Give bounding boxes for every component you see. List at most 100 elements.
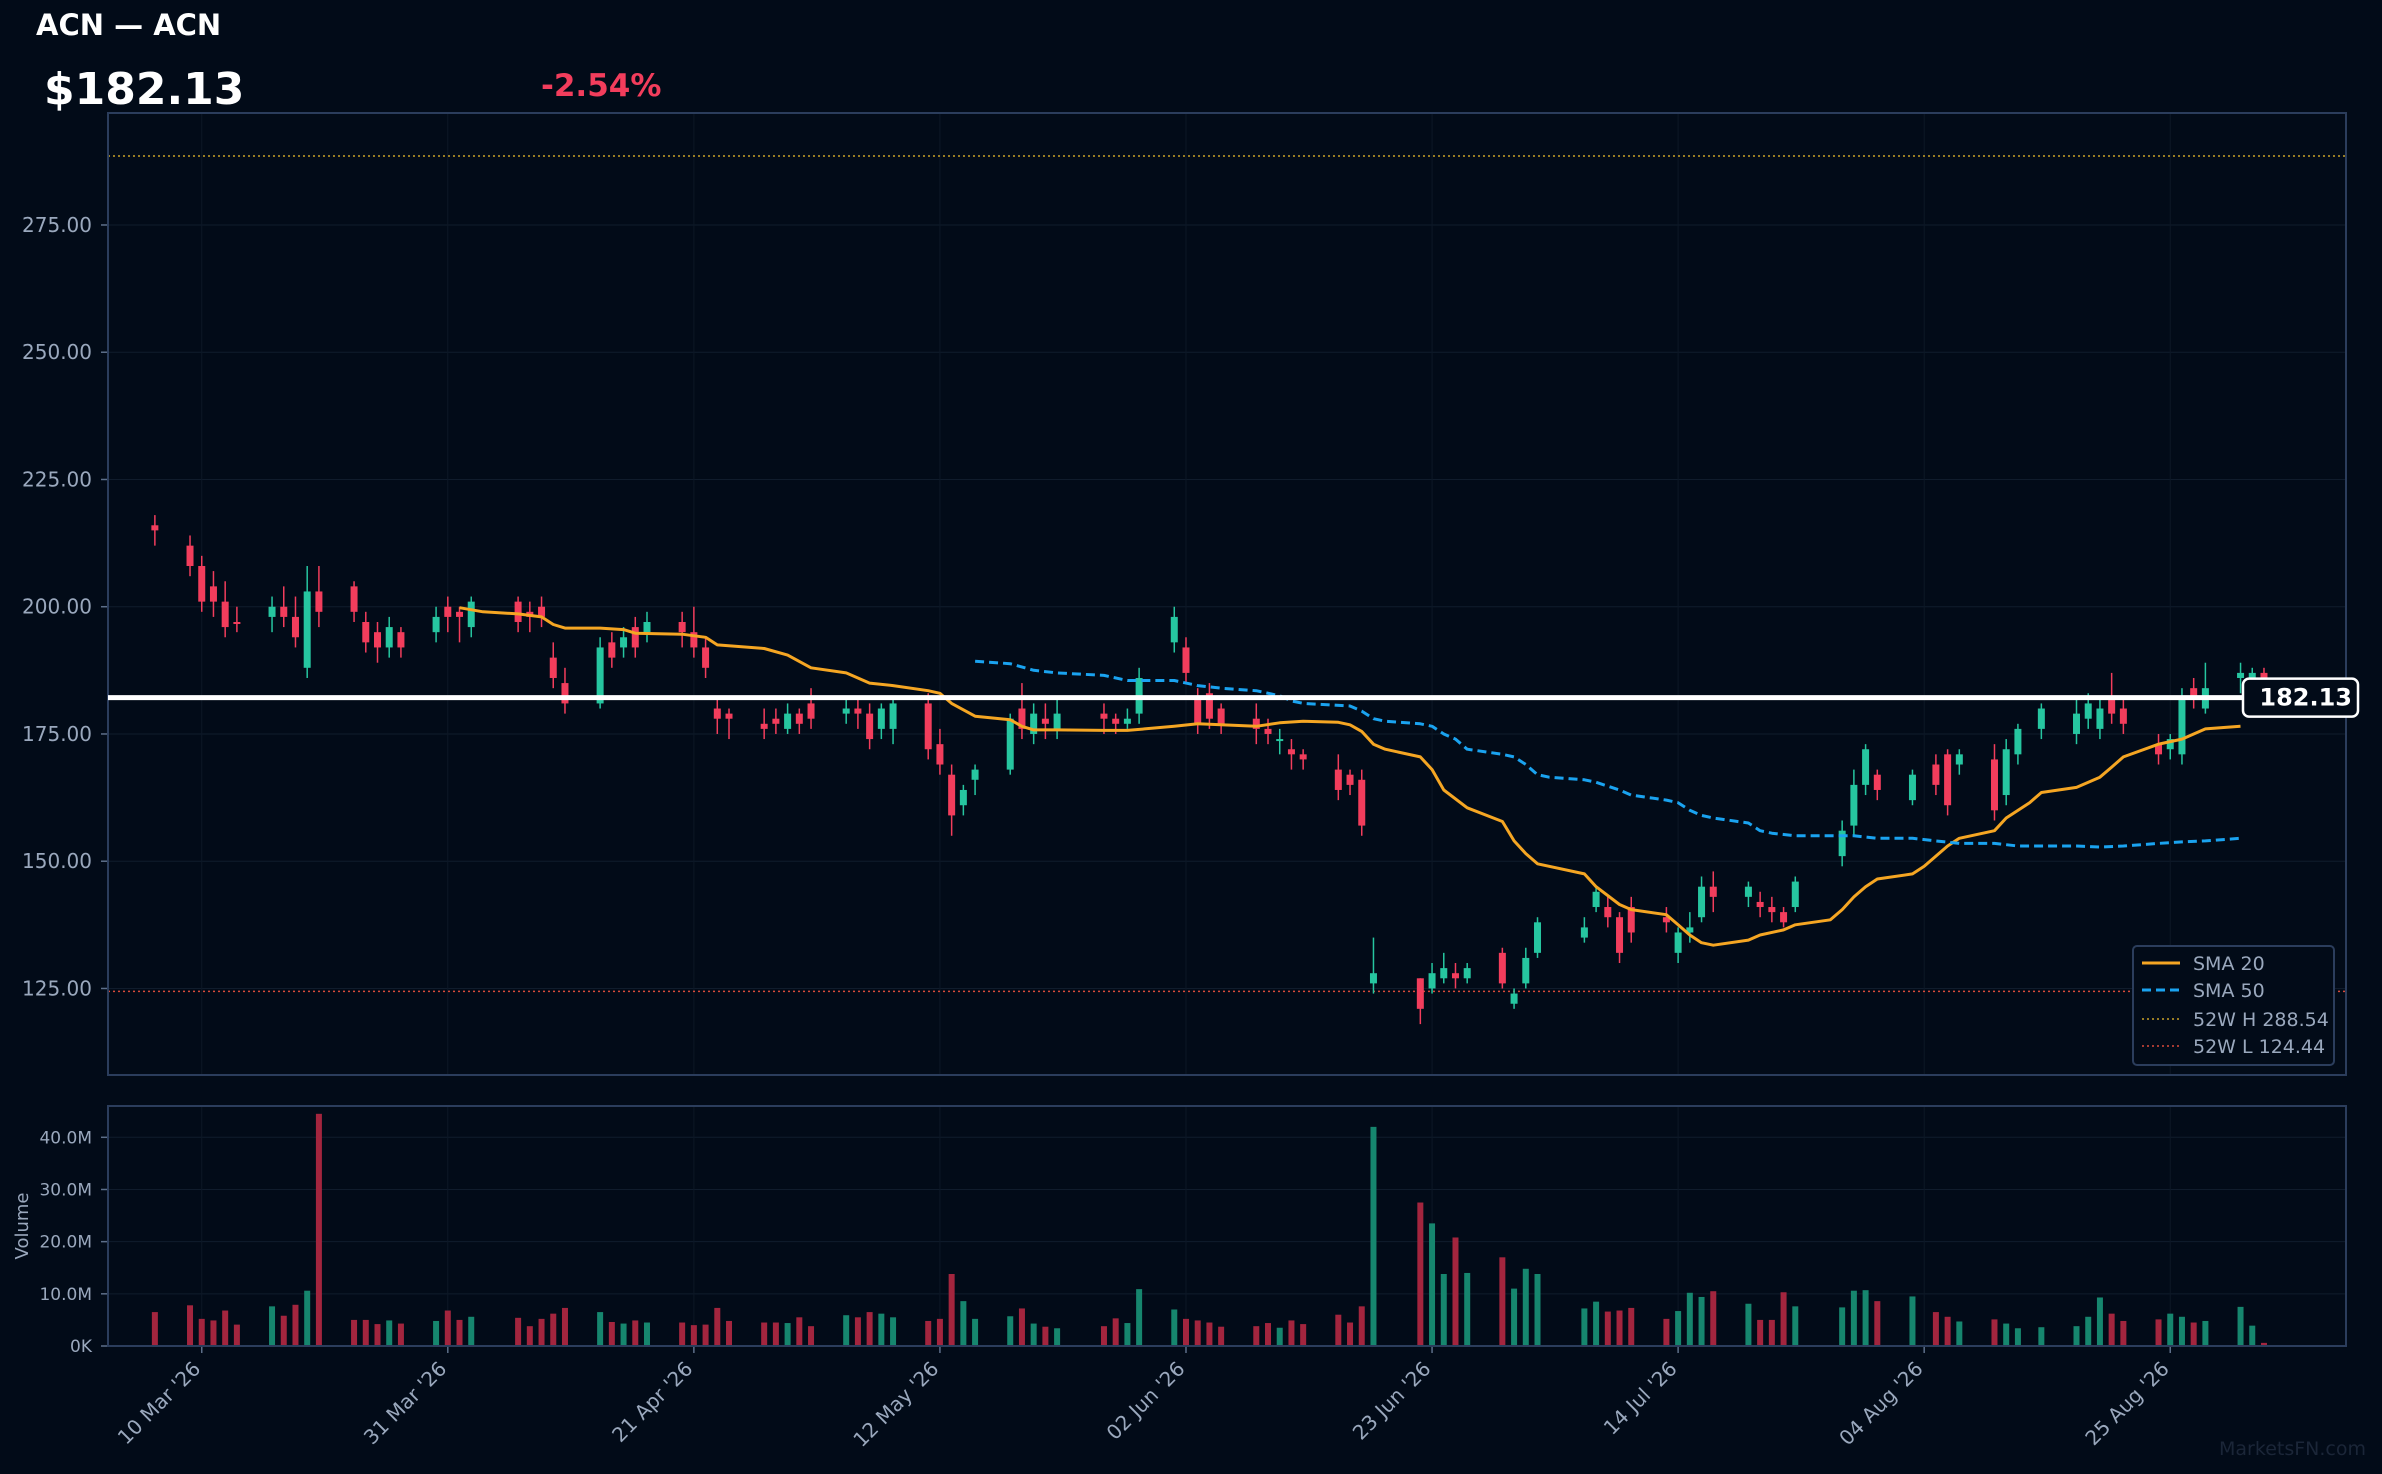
volume-bar [198,1318,205,1346]
volume-tick-label: 40.0M [39,1128,92,1148]
price-tick-label: 275.00 [22,213,92,237]
candle-body [1358,779,1366,826]
candle [760,708,768,740]
candle-body [1498,952,1506,984]
candle-body [280,606,288,617]
candle [1030,703,1038,745]
candle [2002,739,2010,806]
volume-bar [1206,1322,1213,1346]
candle [1932,754,1940,796]
candle-body [1440,968,1448,979]
volume-bar [1792,1306,1799,1346]
candle-body [643,621,651,633]
candle-body [608,642,616,658]
candle-body [514,601,522,622]
grid [108,113,2346,1347]
volume-bars [151,1113,2267,1346]
candle [385,616,393,658]
moving-averages [459,606,2241,947]
candle [2155,733,2163,765]
volume-bar [1358,1306,1365,1346]
candle-body [2190,688,2198,699]
volume-bar [362,1319,369,1346]
legend: SMA 20 SMA 50 52W H 288.54 52W L 124.44 [2132,945,2335,1066]
volume-bar [2202,1320,2209,1346]
candle-body [373,632,381,648]
volume-bar [784,1323,791,1346]
candle-body [1873,774,1881,790]
candle [1944,749,1952,816]
volume-bar [444,1310,451,1346]
volume-bar [1522,1268,1529,1346]
candle-body [2155,744,2163,755]
volume-bar [1616,1310,1623,1346]
last-price-tag-label: 182.13 [2259,684,2352,712]
candle [1440,952,1448,984]
candle-body [1838,830,1846,857]
date-tick-label: 04 Aug '26 [1834,1357,1927,1450]
candle-body [1604,907,1612,918]
volume-bar [2249,1325,2256,1346]
candle [1873,769,1881,801]
volume-bar [1581,1308,1588,1346]
candle-body [1041,718,1049,724]
candle-body [1451,973,1459,979]
candle-body [1768,907,1776,913]
candle [1522,947,1530,989]
candle [233,606,241,633]
candle-body [1627,907,1635,933]
candle [1170,606,1178,653]
volume-bar [2190,1322,2197,1346]
volume-bar [643,1322,650,1346]
candle [2037,703,2045,740]
volume-bar [726,1320,733,1346]
candle-body [2096,708,2104,729]
candle [702,637,710,678]
volume-bar [2178,1316,2185,1346]
volume-bar [538,1318,545,1346]
candle-body [1862,749,1870,785]
candle-body [1264,728,1272,734]
candle-body [186,545,194,567]
candle-body [1744,886,1752,897]
candle [432,606,440,643]
volume-bar [1171,1309,1178,1346]
candle-body [561,683,569,704]
volume-bar [1628,1307,1635,1346]
candle-body [1194,698,1202,724]
volume-bar [2014,1328,2021,1346]
volume-bar [1054,1328,1061,1346]
volume-bar [1710,1291,1717,1346]
volume-bar [1780,1292,1787,1346]
candle-body [1205,693,1213,719]
candle [1686,912,1694,943]
candle-body [198,566,206,602]
volume-bar [280,1315,287,1346]
volume-bar [1276,1327,1283,1346]
date-tick-label: 25 Aug '26 [2080,1357,2173,1450]
candle-body [2178,698,2186,755]
volume-bar [1030,1323,1037,1346]
volume-bar [1956,1321,1963,1346]
date-tick-label: 10 Mar '26 [113,1357,206,1450]
candle [1358,769,1366,836]
candle [784,703,792,734]
candle [456,606,464,643]
candle-body [772,718,780,724]
volume-tick-label: 0K [70,1337,93,1357]
volume-bar [1593,1301,1600,1346]
candle-body [549,657,557,678]
candle [608,632,616,668]
candle [1334,754,1342,801]
volume-bar [2038,1327,2045,1346]
candle [1123,708,1131,729]
candle [807,688,815,729]
candle-body [1686,927,1694,933]
volume-bar [608,1322,615,1346]
volume-bar [1265,1323,1272,1346]
candle-body [1252,718,1260,729]
candle [1756,891,1764,918]
candle-body [1182,647,1190,673]
candle-body [1990,759,1998,811]
